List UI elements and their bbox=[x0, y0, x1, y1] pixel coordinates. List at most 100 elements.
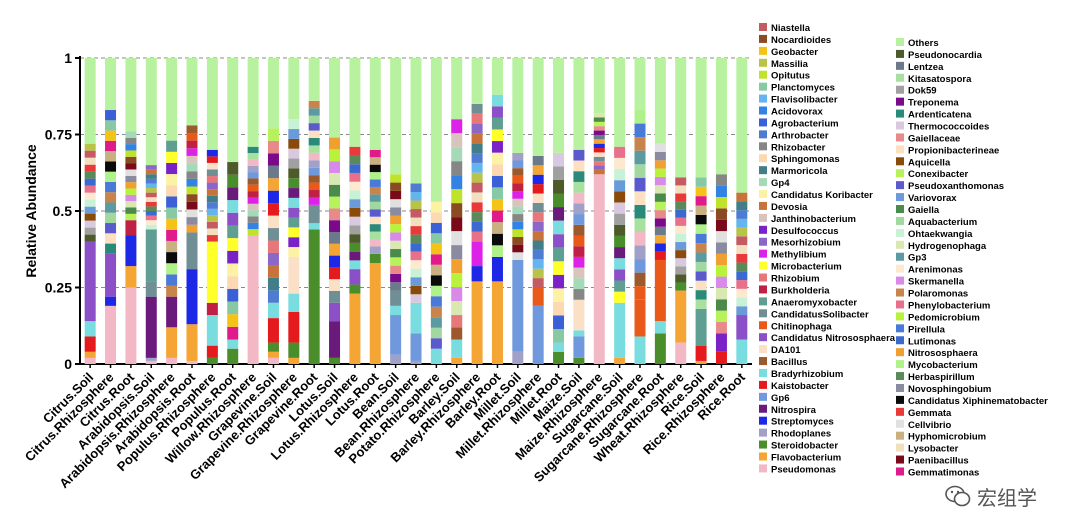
bar-segment-minor bbox=[308, 100, 320, 109]
bar-segment-minor bbox=[451, 133, 463, 148]
bar-segment-others bbox=[532, 58, 544, 156]
bar-segment-minor bbox=[349, 190, 361, 200]
legend1-label: Rhodoplanes bbox=[771, 429, 831, 440]
bar-segment bbox=[471, 241, 483, 267]
bar-segment-minor bbox=[227, 187, 239, 201]
bar-segment-minor bbox=[267, 178, 279, 191]
legend1-label: Massilia bbox=[771, 59, 809, 70]
bar-segment-minor bbox=[206, 189, 218, 196]
bar-segment-minor bbox=[593, 126, 605, 131]
bar-segment-minor bbox=[695, 186, 707, 197]
bar-segment-minor bbox=[614, 180, 626, 192]
bar-segment-minor bbox=[369, 216, 381, 225]
bar-segment-minor bbox=[634, 204, 646, 219]
bar-segment-minor bbox=[654, 226, 666, 236]
bar-segment-minor bbox=[84, 206, 96, 214]
bar-segment-minor bbox=[736, 262, 748, 272]
bar-segment bbox=[105, 296, 117, 306]
bar-segment-others bbox=[471, 58, 483, 104]
bar-segment-minor bbox=[227, 174, 239, 188]
legend2-label: Pedomicrobium bbox=[908, 312, 980, 323]
bar-segment-minor bbox=[247, 203, 259, 211]
bar-segment-minor bbox=[288, 129, 300, 139]
bar-segment-minor bbox=[512, 198, 524, 207]
bar-segment-minor bbox=[715, 208, 727, 220]
bar-segment-minor bbox=[145, 224, 157, 230]
bar-segment-minor bbox=[573, 267, 585, 279]
bar-segment-others bbox=[410, 58, 422, 184]
bar-segment-minor bbox=[349, 251, 361, 261]
bar-segment-minor bbox=[349, 216, 361, 226]
legend1-swatch bbox=[759, 345, 767, 354]
bar-segment bbox=[471, 281, 483, 364]
bar-segment-minor bbox=[634, 218, 646, 232]
bar-segment-minor bbox=[166, 229, 178, 241]
bar-segment-minor bbox=[247, 197, 259, 204]
bar-segment-minor bbox=[451, 287, 463, 302]
y-axis-title: Relative Abundance bbox=[23, 144, 39, 278]
bar-segment-minor bbox=[349, 260, 361, 270]
bar-segment bbox=[573, 336, 585, 358]
bar-segment-minor bbox=[227, 276, 239, 289]
bar-segment-minor bbox=[695, 177, 707, 187]
bar-segment-minor bbox=[736, 306, 748, 316]
legend2-label: Variovorax bbox=[908, 193, 957, 204]
bar-segment-minor bbox=[329, 149, 341, 162]
bar-segment-minor bbox=[471, 113, 483, 124]
bar-segment-minor bbox=[247, 229, 259, 236]
bar-segment-minor bbox=[634, 110, 646, 124]
bar-segment-minor bbox=[206, 149, 218, 157]
bar-segment-minor bbox=[84, 164, 96, 172]
bar-segment-minor bbox=[186, 201, 198, 210]
bar-segment bbox=[675, 290, 687, 343]
bar-segment-others bbox=[512, 58, 524, 153]
bar-segment-minor bbox=[349, 225, 361, 235]
legend2-swatch bbox=[896, 133, 904, 142]
bar-segment bbox=[145, 296, 157, 358]
bar-segment bbox=[369, 263, 381, 364]
bar-segment-minor bbox=[308, 108, 320, 116]
bar-segment-minor bbox=[390, 249, 402, 258]
legend1-label: Microbacterium bbox=[771, 262, 842, 273]
bar-segment-minor bbox=[369, 246, 381, 254]
legend1-label: Acidovorax bbox=[771, 107, 823, 118]
bar-segment-minor bbox=[451, 301, 463, 316]
bar-segment-minor bbox=[369, 209, 381, 217]
legend1-label: Streptomyces bbox=[771, 417, 834, 428]
bar-segment-minor bbox=[736, 297, 748, 307]
legend2-swatch bbox=[896, 288, 904, 297]
bar-segment-minor bbox=[105, 161, 117, 172]
bar-segment bbox=[166, 327, 178, 358]
bar-segment bbox=[206, 241, 218, 303]
bar-segment-minor bbox=[349, 172, 361, 182]
bar-segment-minor bbox=[654, 235, 666, 244]
bar-segment-minor bbox=[410, 226, 422, 235]
bar-segment-minor bbox=[288, 227, 300, 238]
bar-segment-minor bbox=[430, 327, 442, 339]
bar-segment-minor bbox=[654, 243, 666, 252]
legend1-swatch bbox=[759, 34, 767, 43]
bar-segment-minor bbox=[675, 201, 687, 210]
bar-segment-minor bbox=[532, 249, 544, 260]
bar-segment-minor bbox=[267, 140, 279, 154]
legend1-label: Niastella bbox=[771, 23, 811, 34]
legend1-swatch bbox=[759, 368, 767, 377]
bar-segment bbox=[227, 339, 239, 349]
bar-segment-minor bbox=[593, 156, 605, 162]
bar-segment bbox=[512, 259, 524, 352]
bar-segment-minor bbox=[329, 220, 341, 232]
bar-segment-minor bbox=[430, 296, 442, 307]
bar-segment-minor bbox=[410, 217, 422, 227]
legend2-label: Polaromonas bbox=[908, 289, 968, 300]
bar-segment-minor bbox=[186, 125, 198, 133]
bar-segment-minor bbox=[329, 161, 341, 173]
bar-segment-minor bbox=[125, 182, 137, 189]
bar-segment-minor bbox=[390, 265, 402, 274]
bar-segment-minor bbox=[308, 190, 320, 198]
bar-segment-minor bbox=[654, 210, 666, 219]
bar-segment-minor bbox=[329, 172, 341, 185]
bar-segment-minor bbox=[736, 253, 748, 263]
bar-segment-minor bbox=[84, 157, 96, 165]
bar-segment bbox=[573, 299, 585, 331]
legend2-swatch bbox=[896, 264, 904, 273]
